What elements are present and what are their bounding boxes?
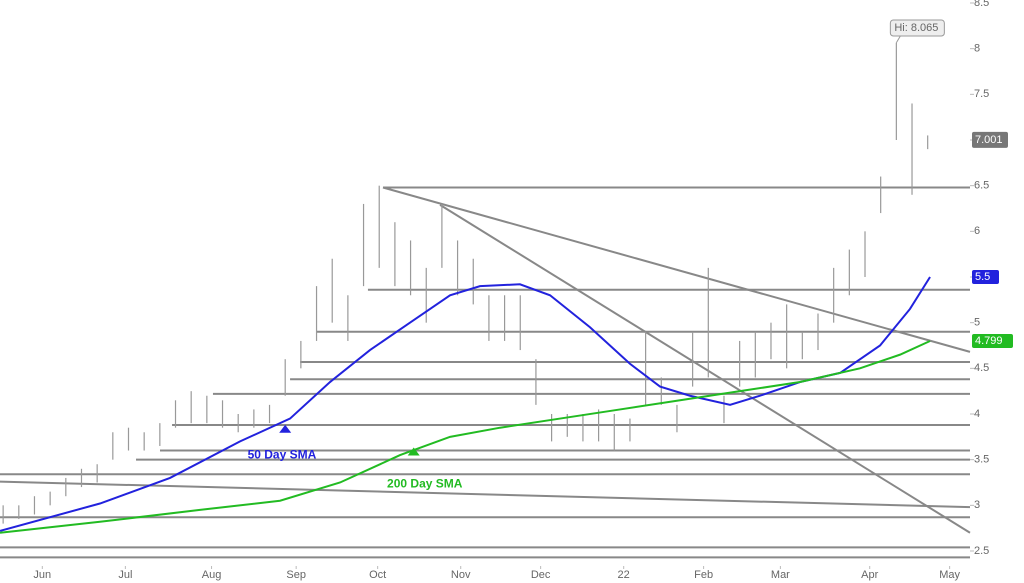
x-tick-label: Oct xyxy=(369,569,386,581)
x-tick-label: Sep xyxy=(286,569,306,581)
y-tick-label: 2.5 xyxy=(974,545,989,557)
last-value-label: 5.5 xyxy=(975,271,990,283)
last-price-tag xyxy=(972,131,1008,148)
y-tick-label: 5 xyxy=(974,317,980,329)
trend-line xyxy=(439,203,971,534)
y-tick-label: 8.5 xyxy=(974,0,989,9)
sma-marker xyxy=(279,424,292,433)
y-tick-label: 4.5 xyxy=(974,362,989,374)
high-label: Hi: 8.065 xyxy=(894,22,938,34)
last-value-tag xyxy=(972,270,999,284)
y-tick-label: 3.5 xyxy=(974,454,989,466)
x-tick-label: Apr xyxy=(861,569,878,581)
high-leader xyxy=(895,35,901,43)
x-tick-label: May xyxy=(939,569,960,581)
last-price-label: 7.001 xyxy=(975,134,1003,146)
high-tag xyxy=(889,19,945,37)
y-tick-label: 8 xyxy=(974,43,980,55)
sma-marker xyxy=(407,447,420,456)
trend-line xyxy=(0,480,971,509)
sma-line xyxy=(0,340,931,534)
last-value-label: 4.799 xyxy=(975,335,1003,347)
x-tick-label: Feb xyxy=(694,569,713,581)
y-tick-label: 3 xyxy=(974,499,980,511)
x-tick-label: Aug xyxy=(202,569,222,581)
sma-label: 50 Day SMA xyxy=(248,447,317,461)
sma-line xyxy=(0,276,931,532)
x-tick-label: 22 xyxy=(618,569,630,581)
x-tick-label: Jul xyxy=(118,569,132,581)
y-tick-label: 6.5 xyxy=(974,180,989,192)
x-tick-label: Jun xyxy=(33,569,51,581)
sma-label: 200 Day SMA xyxy=(387,476,463,490)
y-tick-label: 6 xyxy=(974,225,980,237)
x-tick-label: Dec xyxy=(531,569,551,581)
last-value-tag xyxy=(972,334,1013,349)
y-tick-label: 4 xyxy=(974,408,980,420)
x-tick-label: Nov xyxy=(451,569,471,581)
x-tick-label: Mar xyxy=(771,569,790,581)
y-tick-label: 7.5 xyxy=(974,88,989,100)
trend-line xyxy=(382,186,971,353)
